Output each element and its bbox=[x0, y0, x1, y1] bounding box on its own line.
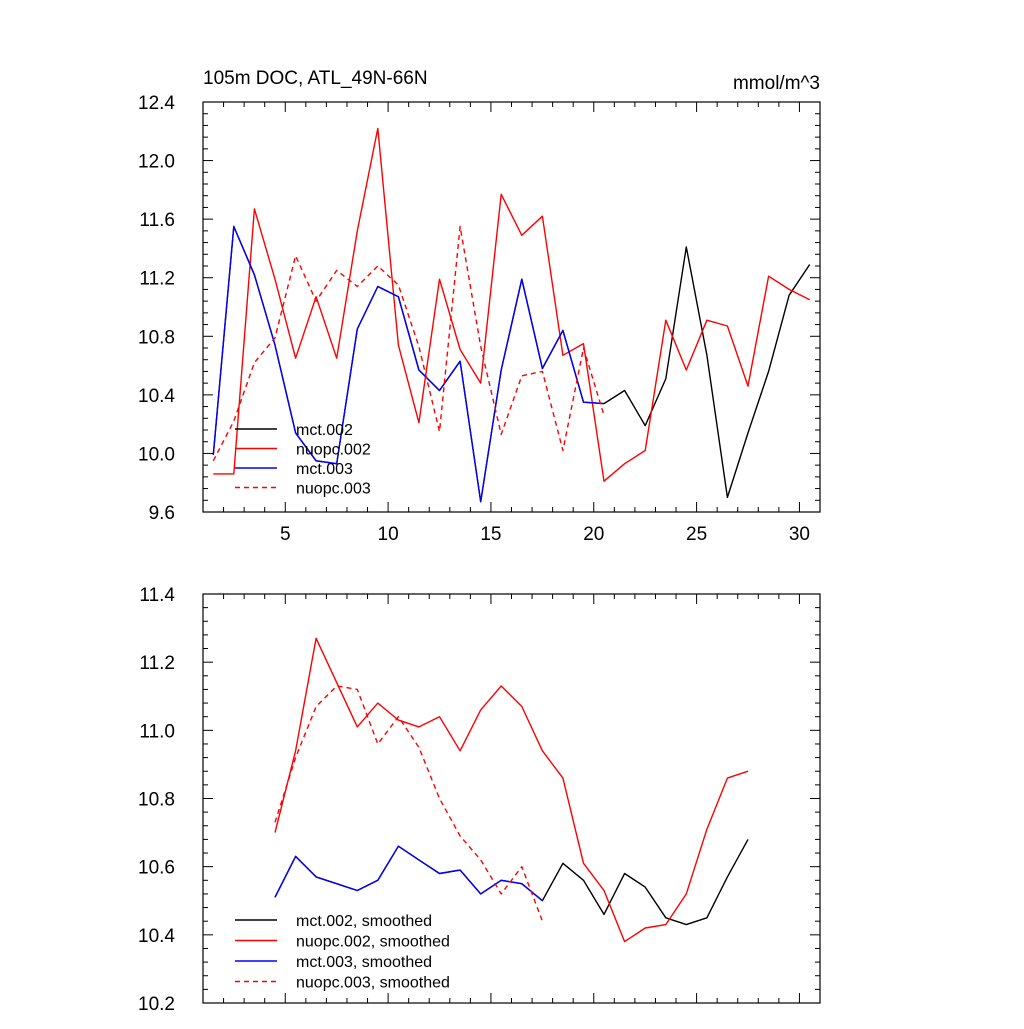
legend-label: mct.002 bbox=[296, 422, 353, 439]
legend-label: nuopc.002 bbox=[296, 442, 371, 459]
legend-label: mct.002, smoothed bbox=[296, 913, 432, 930]
legend-label: mct.003 bbox=[296, 461, 353, 478]
x-tick-label: 30 bbox=[789, 524, 810, 545]
series-line-nuopc-003 bbox=[212, 225, 605, 462]
x-tick-label: 25 bbox=[686, 524, 707, 545]
bottom-panel: 10.2 10.4 10.6 10.8 11.0 11.2 11.4 mct.002, smo… bbox=[138, 585, 821, 1015]
legend-label: nuopc.002, smoothed bbox=[296, 934, 450, 951]
series-line-nuopc-002-smoothed bbox=[274, 637, 749, 943]
series-line-mct-003-smoothed bbox=[274, 845, 543, 902]
legend-label: nuopc.003 bbox=[296, 481, 371, 498]
top-panel: 5 10 15 20 25 30 9.6 10.0 10.4 10.8 11.2 11.6 12.0 12… bbox=[138, 68, 821, 545]
units-label: mmol/m^3 bbox=[733, 73, 820, 94]
x-tick-label: 5 bbox=[280, 524, 291, 545]
y-tick-label: 10.8 bbox=[138, 790, 175, 811]
y-tick-label: 9.6 bbox=[149, 503, 175, 524]
chart-title: 105m DOC, ATL_49N-66N bbox=[203, 68, 428, 89]
y-tick-label: 10.2 bbox=[138, 994, 175, 1015]
series-line-nuopc-002 bbox=[213, 127, 811, 482]
y-tick-label: 11.6 bbox=[139, 210, 175, 231]
y-tick-label: 10.0 bbox=[138, 444, 175, 465]
y-tick-label: 12.0 bbox=[138, 152, 175, 173]
y-tick-label: 10.6 bbox=[138, 858, 175, 879]
series-line-mct-003 bbox=[212, 225, 605, 503]
legend-label: nuopc.003, smoothed bbox=[296, 975, 450, 992]
y-tick-label: 11.0 bbox=[139, 721, 175, 742]
legend-label: mct.003, smoothed bbox=[296, 954, 432, 971]
x-tick-label: 10 bbox=[378, 524, 399, 545]
y-tick-label: 10.8 bbox=[138, 327, 175, 348]
x-tick-label: 20 bbox=[583, 524, 604, 545]
series-line-nuopc-003-smoothed bbox=[274, 685, 544, 922]
y-tick-label: 11.2 bbox=[139, 653, 175, 674]
y-tick-label: 11.4 bbox=[139, 585, 175, 606]
y-tick-label: 10.4 bbox=[138, 926, 175, 947]
x-tick-label: 15 bbox=[480, 524, 501, 545]
y-tick-label: 12.4 bbox=[138, 93, 175, 114]
y-tick-label: 11.2 bbox=[139, 269, 175, 290]
y-tick-label: 10.4 bbox=[138, 386, 175, 407]
